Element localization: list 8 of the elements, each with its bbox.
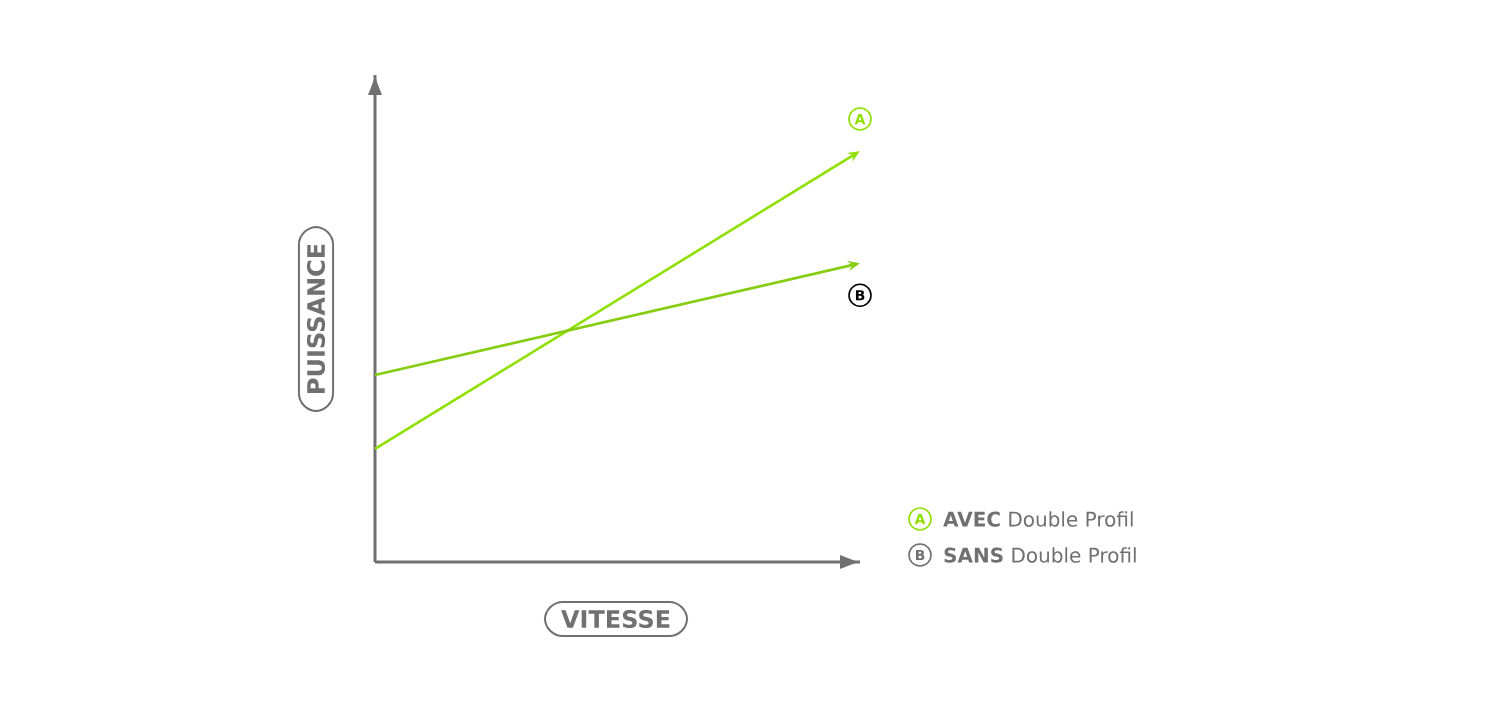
text: SANS Double Profil (944, 547, 1136, 563)
legend-label: AVEC Double Profil (943, 511, 1133, 527)
annotation: A (914, 513, 926, 525)
text: B (915, 549, 925, 561)
y-axis-title: PUISSANCE (306, 244, 326, 393)
x-axis-title: VITESSE (561, 609, 670, 629)
annotation: B (855, 290, 865, 301)
text: A (854, 113, 866, 125)
